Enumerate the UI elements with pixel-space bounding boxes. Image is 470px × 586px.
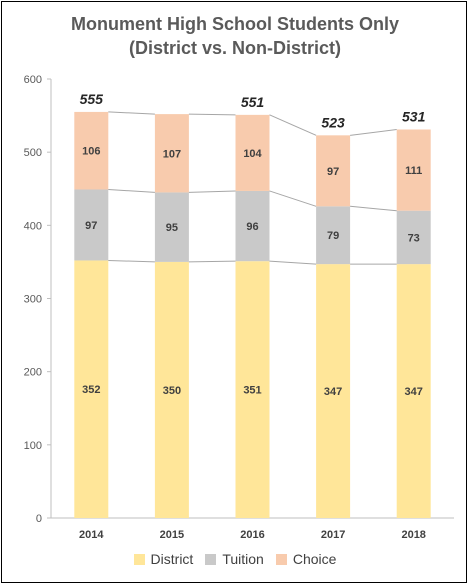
chart-subtitle: (District vs. Non-District) [128,38,342,58]
data-label-choice-2018: 111 [405,165,422,177]
y-tick-label-600: 600 [24,74,42,86]
y-tick-label-300: 300 [24,294,42,306]
data-label-district-2018: 347 [405,386,423,398]
legend-swatch-choice [275,553,287,565]
bar-tuition-2016 [235,190,270,262]
bar-tuition-2018 [396,210,431,265]
bar-choice-2017 [316,135,351,207]
data-label-tuition-2015: 95 [166,222,178,234]
series-line-tuition-2017 [350,205,397,212]
data-label-tuition-2016: 96 [246,221,258,233]
bar-choice-2016 [235,114,270,191]
series-line-choice-2014 [108,111,155,115]
data-label-district-2014: 352 [82,384,100,396]
legend-swatch-tuition [205,553,217,565]
y-tick-label-500: 500 [24,147,42,159]
bar-choice-2015 [154,114,189,193]
x-tick-label-2016: 2016 [240,529,264,541]
chart-title: Monument High School Students Only [71,14,399,34]
series-line-district-2015 [188,260,236,263]
bar-tuition-2017 [316,206,351,265]
series-line-choice-2016 [269,114,317,136]
total-label-2014: 555 [80,91,104,107]
total-label-2018: 531 [402,108,426,124]
series-line-district-2014 [108,259,155,263]
data-label-choice-2016: 104 [243,148,262,160]
bar-district-2016 [235,261,270,518]
bar-tuition-2015 [154,192,189,262]
bar-choice-2014 [74,111,109,190]
series-line-choice-2017 [350,128,397,136]
series-line-tuition-2014 [108,188,155,193]
data-label-tuition-2018: 73 [408,232,420,244]
bar-district-2015 [154,261,189,518]
bar-tuition-2014 [74,189,109,261]
y-tick-label-0: 0 [36,513,42,525]
bar-district-2018 [396,264,431,518]
legend-item-district: District [133,551,194,567]
y-tick-label-400: 400 [24,220,42,232]
total-label-2017: 523 [321,114,345,130]
legend: District Tuition Choice [0,551,470,567]
legend-swatch-district [133,553,145,565]
bar-district-2017 [316,264,351,518]
data-label-choice-2017: 97 [327,166,339,178]
x-tick-label-2015: 2015 [160,529,184,541]
data-label-choice-2015: 107 [163,148,181,160]
series-line-district-2016 [269,260,317,265]
data-label-tuition-2014: 97 [85,220,97,232]
data-label-district-2016: 351 [243,385,261,397]
x-tick-label-2018: 2018 [401,529,425,541]
y-tick-label-100: 100 [24,440,42,452]
data-label-district-2017: 347 [324,386,342,398]
series-line-tuition-2016 [269,190,317,207]
series-line-tuition-2015 [188,190,236,193]
x-tick-label-2017: 2017 [321,529,345,541]
legend-item-choice: Choice [275,551,337,567]
bar-choice-2018 [396,129,431,211]
legend-label-choice: Choice [292,551,337,567]
y-tick-label-200: 200 [24,367,42,379]
series-line-choice-2015 [188,113,236,116]
legend-label-district: District [150,551,194,567]
bar-district-2014 [74,260,109,518]
data-label-tuition-2017: 79 [327,230,339,242]
legend-item-tuition: Tuition [205,551,264,567]
legend-label-tuition: Tuition [222,551,264,567]
data-label-district-2015: 350 [163,385,181,397]
x-tick-label-2014: 2014 [79,529,104,541]
data-label-choice-2014: 106 [82,146,100,158]
total-label-2016: 551 [241,94,265,110]
